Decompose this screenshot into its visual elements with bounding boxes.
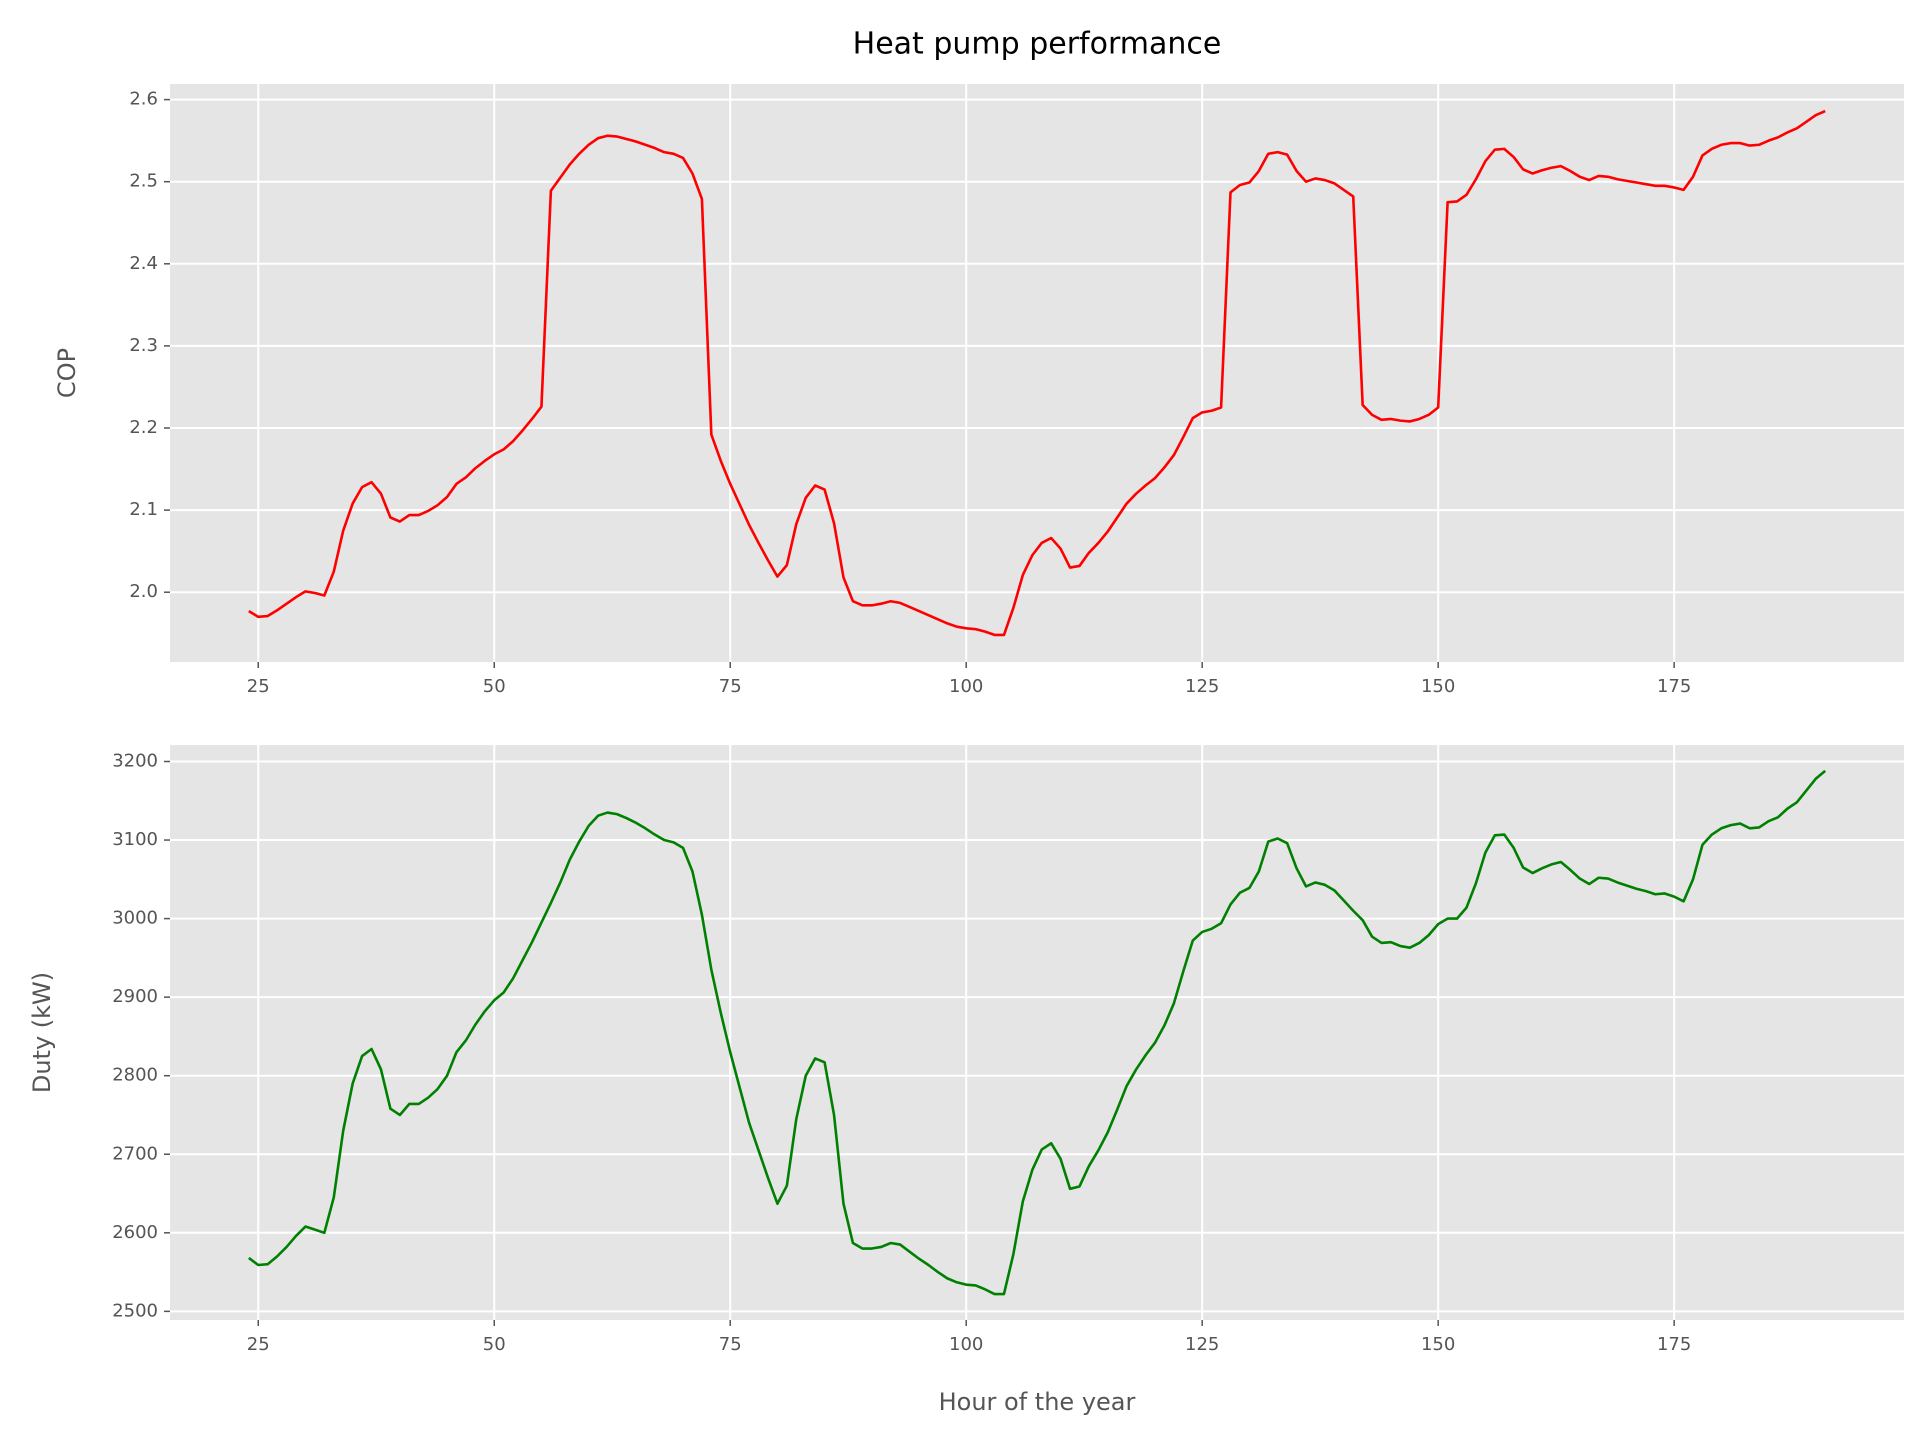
x-tick-label: 100	[949, 676, 983, 697]
y-tick-label: 2.2	[129, 417, 158, 438]
y-tick-label: 2.3	[129, 335, 158, 356]
x-tick-label: 50	[483, 1334, 506, 1355]
y-tick-label: 2600	[112, 1222, 158, 1243]
data-line	[248, 769, 1827, 1296]
x-tick-label: 100	[949, 1334, 983, 1355]
x-tick-label: 150	[1421, 1334, 1455, 1355]
y-axis-label: Duty (kW)	[28, 972, 56, 1093]
x-tick-label: 175	[1657, 1334, 1691, 1355]
data-line	[248, 109, 1826, 637]
x-tick-label: 25	[247, 1334, 270, 1355]
y-tick-label: 2500	[112, 1300, 158, 1321]
y-tick-label: 2.0	[129, 581, 158, 602]
y-tick-label: 3100	[112, 829, 158, 850]
x-tick-label: 125	[1185, 676, 1219, 697]
x-tick-label: 75	[719, 1334, 742, 1355]
y-tick-label: 3000	[112, 908, 158, 929]
x-axis-label: Hour of the year	[939, 1388, 1136, 1416]
x-tick-label: 175	[1657, 676, 1691, 697]
y-tick-label: 2900	[112, 986, 158, 1007]
y-tick-label: 2.5	[129, 171, 158, 192]
y-tick-label: 2.4	[129, 253, 158, 274]
x-tick-label: 25	[247, 676, 270, 697]
x-tick-label: 75	[719, 676, 742, 697]
x-tick-label: 125	[1185, 1334, 1219, 1355]
y-tick-label: 2.6	[129, 89, 158, 110]
plot-area	[170, 84, 1904, 662]
y-axis-label: COP	[53, 348, 81, 398]
y-tick-label: 2.1	[129, 499, 158, 520]
x-tick-label: 50	[483, 676, 506, 697]
x-tick-label: 150	[1421, 676, 1455, 697]
y-tick-label: 2800	[112, 1065, 158, 1086]
y-tick-label: 2700	[112, 1143, 158, 1164]
figure-title: Heat pump performance	[853, 27, 1222, 62]
y-tick-label: 3200	[112, 750, 158, 771]
